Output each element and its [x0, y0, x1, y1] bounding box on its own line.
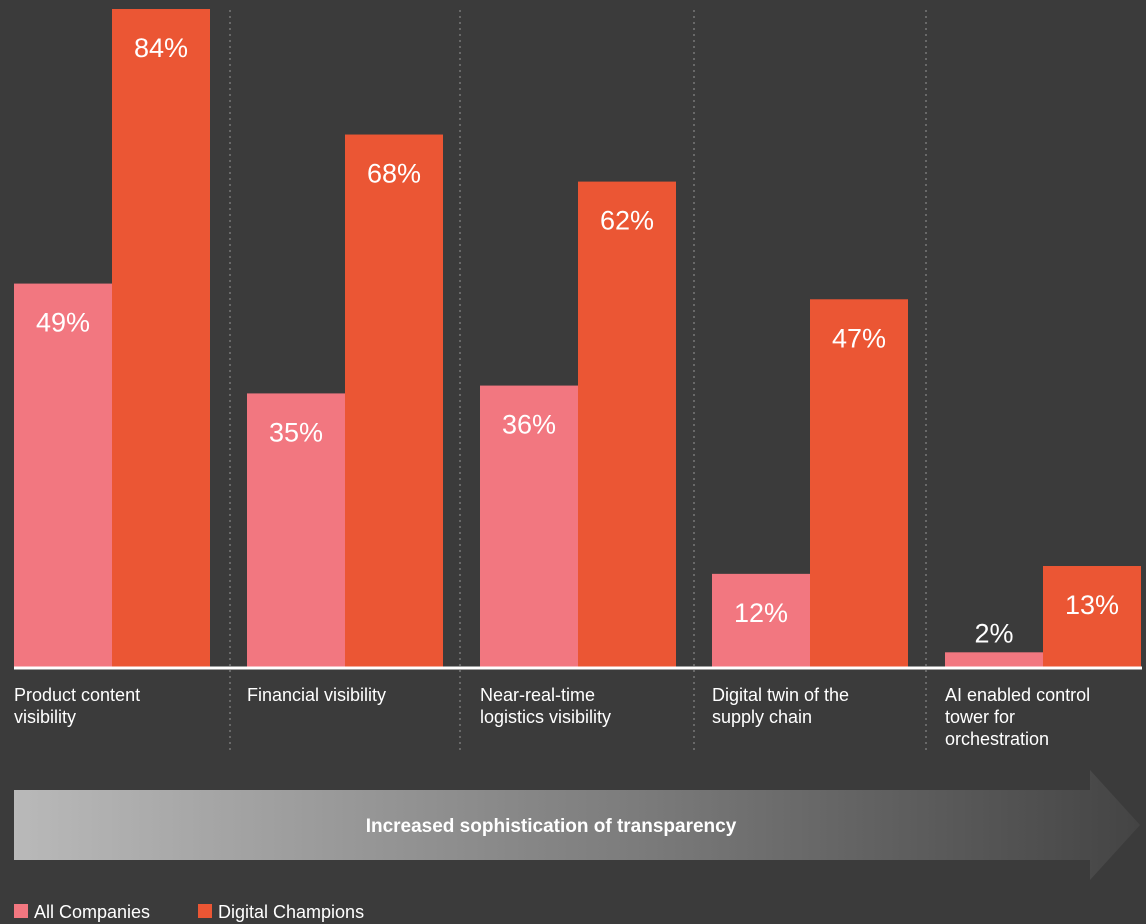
sophistication-arrow: Increased sophistication of transparency	[14, 770, 1140, 880]
bar-digital-champions-4	[810, 299, 908, 668]
data-label-digital-champions-1: 84%	[134, 33, 188, 63]
category-label-5-line-3: orchestration	[945, 729, 1049, 749]
data-label-all-companies-5: 2%	[974, 618, 1013, 648]
bar-digital-champions-3	[578, 181, 676, 668]
legend-label-digital-champions: Digital Champions	[218, 902, 364, 922]
arrow-text: Increased sophistication of transparency	[366, 816, 737, 837]
category-label-2-line-1: Financial visibility	[247, 685, 386, 705]
category-dividers	[229, 10, 927, 752]
legend: All Companies Digital Champions	[14, 902, 364, 922]
arrow-shape	[14, 770, 1140, 880]
data-label-all-companies-2: 35%	[269, 417, 323, 447]
category-label-4-line-2: supply chain	[712, 707, 812, 727]
data-label-digital-champions-5: 13%	[1065, 590, 1119, 620]
bar-all-companies-4	[712, 573, 810, 668]
data-label-all-companies-4: 12%	[734, 598, 788, 628]
bars-group: 49% 84% 35% 68% 36% 62% 12% 47% 2% 13%	[14, 9, 1141, 668]
data-label-all-companies-3: 36%	[502, 410, 556, 440]
legend-label-all-companies: All Companies	[34, 902, 150, 922]
legend-swatch-digital-champions	[198, 904, 212, 918]
bar-all-companies-1	[14, 283, 112, 668]
bar-digital-champions-2	[345, 134, 443, 668]
data-label-all-companies-1: 49%	[36, 308, 90, 338]
data-label-digital-champions-3: 62%	[600, 206, 654, 236]
legend-swatch-all-companies	[14, 904, 28, 918]
category-label-3-line-1: Near-real-time	[480, 685, 595, 705]
bar-all-companies-5	[945, 652, 1043, 668]
data-label-digital-champions-4: 47%	[832, 323, 886, 353]
bar-digital-champions-1	[112, 9, 210, 668]
data-label-digital-champions-2: 68%	[367, 159, 421, 189]
bar-digital-champions-5	[1043, 566, 1141, 668]
category-label-1-line-1: Product content	[14, 685, 140, 705]
category-label-4-line-1: Digital twin of the	[712, 685, 849, 705]
bar-all-companies-3	[480, 385, 578, 668]
bar-all-companies-2	[247, 393, 345, 668]
category-label-3-line-2: logistics visibility	[480, 707, 611, 727]
category-label-5-line-2: tower for	[945, 707, 1015, 727]
category-label-5-line-1: AI enabled control	[945, 685, 1090, 705]
category-label-1-line-2: visibility	[14, 707, 76, 727]
